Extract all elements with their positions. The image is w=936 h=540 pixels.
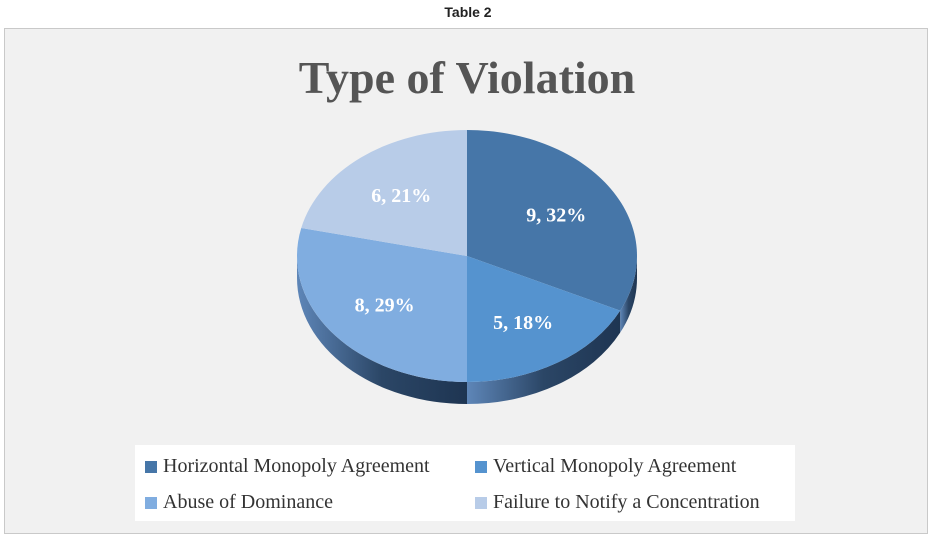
legend-label: Vertical Monopoly Agreement [493, 455, 737, 477]
chart-title: Type of Violation [298, 52, 636, 103]
legend-swatch [475, 460, 487, 473]
chart-panel: Type of Violation 9, 32% 5, 18% 8, 29% 6, 2… [4, 28, 928, 534]
pie-chart: 9, 32% 5, 18% 8, 29% 6, 21% [297, 130, 637, 404]
data-label-2: 8, 29% [355, 295, 415, 317]
legend-swatch [475, 496, 487, 509]
pie-slice-2 [297, 227, 467, 382]
legend-item: Failure to Notify a Concentration [475, 491, 760, 514]
legend-label: Horizontal Monopoly Agreement [163, 455, 430, 477]
data-label-3: 6, 21% [371, 185, 431, 207]
legend-label: Abuse of Dominance [163, 491, 333, 513]
data-label-0: 9, 32% [526, 204, 586, 226]
pie-slice-1 [467, 256, 621, 382]
pie-slice-0 [467, 130, 637, 311]
legend-item: Vertical Monopoly Agreement [475, 455, 736, 478]
pie-side-1 [467, 310, 621, 404]
legend-item: Horizontal Monopoly Agreement [145, 455, 430, 478]
pie-slice-3 [301, 130, 467, 256]
chart-legend: Horizontal Monopoly Agreement Vertical Mo… [135, 445, 795, 521]
pie-side-2 [297, 256, 467, 404]
legend-swatch [145, 460, 157, 473]
data-label-1: 5, 18% [493, 312, 553, 334]
legend-item: Abuse of Dominance [145, 491, 333, 514]
legend-swatch [145, 496, 157, 509]
pie-side-0 [620, 256, 637, 333]
legend-label: Failure to Notify a Concentration [493, 491, 760, 513]
table-caption: Table 2 [444, 4, 492, 20]
